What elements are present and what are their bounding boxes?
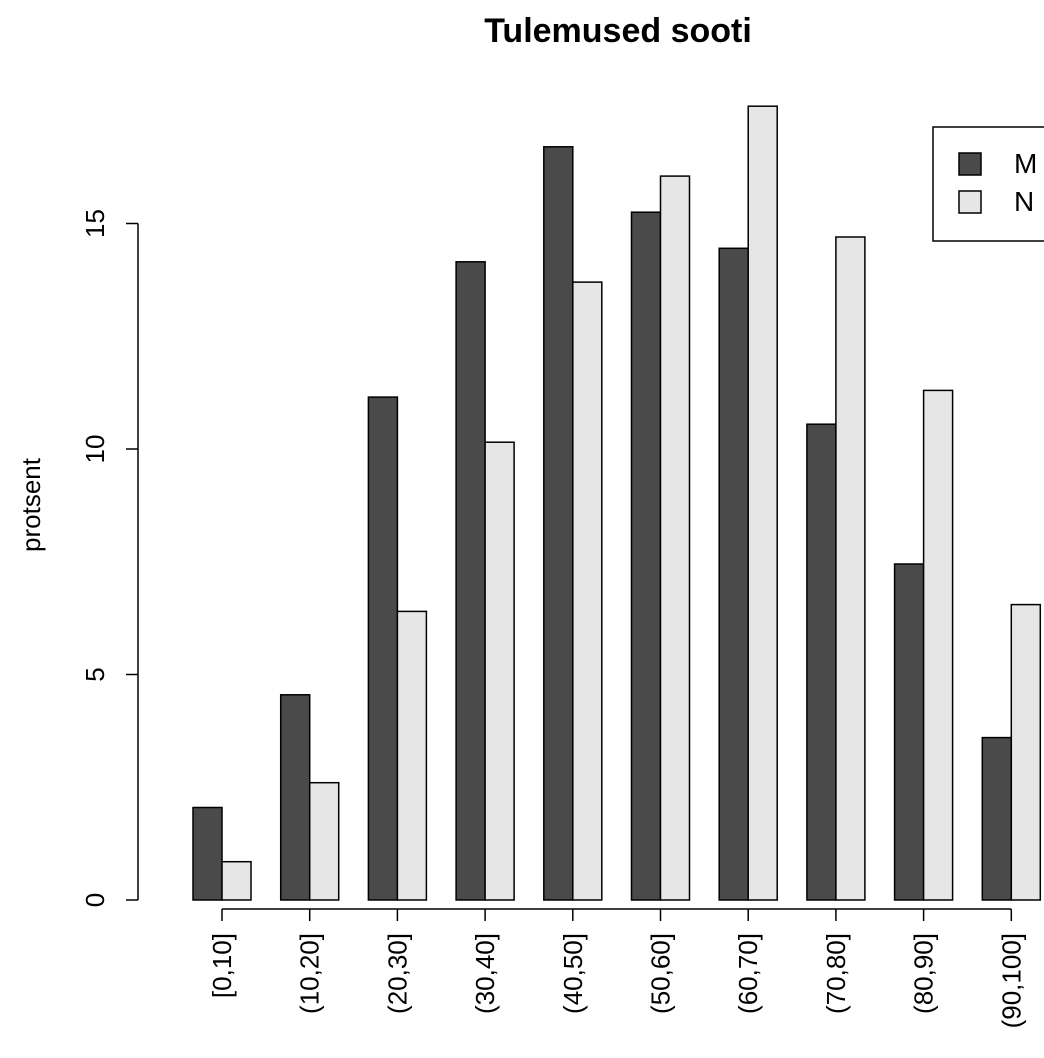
x-tick-label: (40,50] <box>558 933 588 1014</box>
y-tick-label: 10 <box>80 435 110 464</box>
legend: MN <box>932 126 1044 242</box>
bar-M-2 <box>367 396 399 901</box>
legend-box <box>932 126 1044 242</box>
bar-M-4 <box>543 146 574 901</box>
bar-M-8 <box>893 563 925 901</box>
bar-N-9 <box>1010 603 1042 901</box>
bar-N-5 <box>659 175 691 901</box>
chart-title: Tulemused sooti <box>484 12 752 50</box>
legend-swatch-M <box>958 152 982 176</box>
x-tick-label: (50,60] <box>646 933 676 1014</box>
bar-N-7 <box>835 236 866 901</box>
bar-N-6 <box>747 105 778 901</box>
bar-M-3 <box>455 261 486 901</box>
x-tick-label: (70,80] <box>821 933 851 1014</box>
bar-N-1 <box>308 781 340 901</box>
y-tick-label: 5 <box>80 667 110 681</box>
bar-N-0 <box>221 860 252 901</box>
bar-N-2 <box>396 610 428 901</box>
x-axis: [0,10] (10,20] (20,30] (30,40] (40,50] (50,60… <box>207 908 1026 1028</box>
x-tick-label: [0,10] <box>207 933 237 998</box>
bar-M-6 <box>718 247 749 901</box>
legend-label-N: N <box>1014 186 1034 217</box>
x-tick-label: (30,40] <box>470 933 500 1014</box>
bar-M-9 <box>981 736 1013 901</box>
bar-M-7 <box>806 423 837 901</box>
x-tick-label: (20,30] <box>382 933 412 1014</box>
bar-N-8 <box>922 389 954 901</box>
bar-M-5 <box>630 211 662 901</box>
bars-group <box>192 105 1042 901</box>
x-tick-label: (90,100] <box>996 933 1026 1028</box>
bar-M-1 <box>279 694 311 901</box>
y-axis: 0 5 10 15 <box>80 209 139 907</box>
x-tick-label: (80,90] <box>909 933 939 1014</box>
legend-label-M: M <box>1014 148 1037 179</box>
bar-M-0 <box>192 806 223 901</box>
legend-swatch-N <box>958 190 982 214</box>
bar-N-3 <box>484 441 515 901</box>
y-tick-label: 0 <box>80 893 110 907</box>
y-tick-label: 15 <box>80 209 110 238</box>
x-tick-label: (10,20] <box>295 933 325 1014</box>
y-axis-label: protsent <box>16 457 46 552</box>
x-tick-label: (60,70] <box>733 933 763 1014</box>
bar-N-4 <box>572 281 603 901</box>
